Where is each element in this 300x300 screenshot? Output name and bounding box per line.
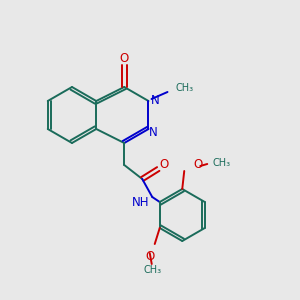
- Text: O: O: [160, 158, 169, 170]
- Text: CH₃: CH₃: [176, 83, 194, 93]
- Text: CH₃: CH₃: [212, 158, 230, 168]
- Text: O: O: [120, 52, 129, 64]
- Text: O: O: [194, 158, 203, 172]
- Text: O: O: [145, 250, 154, 263]
- Text: CH₃: CH₃: [144, 265, 162, 275]
- Text: N: N: [151, 94, 160, 107]
- Text: NH: NH: [131, 196, 149, 208]
- Text: N: N: [149, 125, 158, 139]
